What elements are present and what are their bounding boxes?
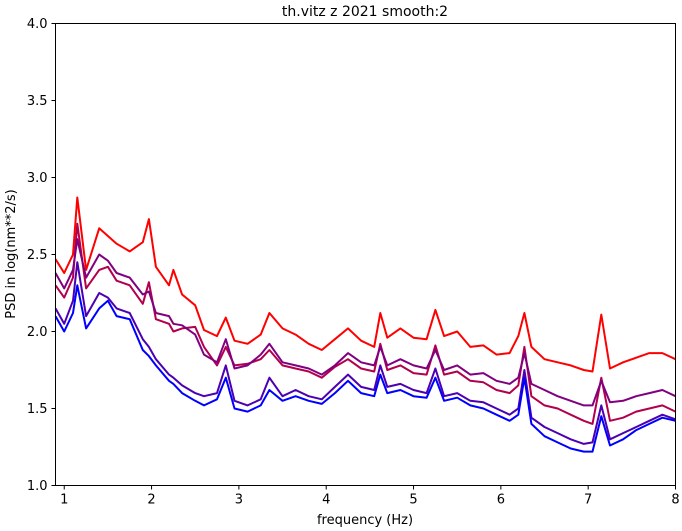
series-line-4 — [54, 261, 676, 445]
series-layer — [54, 196, 676, 453]
y-tick-label: 3.5 — [27, 94, 48, 109]
chart-title: th.vitz z 2021 smooth:2 — [282, 4, 448, 20]
y-tick-label: 2.5 — [27, 248, 48, 263]
x-axis-label: frequency (Hz) — [317, 513, 413, 528]
series-line-5 — [54, 284, 676, 453]
y-tick-label: 2.0 — [27, 325, 48, 340]
x-tick-label: 4 — [322, 493, 330, 508]
y-axis-label: PSD in log(nm**2/s) — [4, 189, 19, 319]
x-tick-label: 1 — [60, 493, 68, 508]
y-tick-label: 1.5 — [27, 402, 48, 417]
x-tick-label: 6 — [497, 493, 505, 508]
x-tick-label: 7 — [584, 493, 592, 508]
y-tick-label: 1.0 — [27, 479, 48, 494]
y-tick-label: 4.0 — [27, 17, 48, 32]
x-tick-label: 5 — [409, 493, 417, 508]
series-line-3 — [54, 238, 676, 407]
x-tick-label: 3 — [235, 493, 243, 508]
y-axis: 1.0 1.5 2.0 2.5 3.0 3.5 4.0 — [27, 17, 56, 494]
series-line-1 — [54, 196, 676, 373]
y-tick-label: 3.0 — [27, 171, 48, 186]
x-tick-label: 8 — [671, 493, 679, 508]
x-axis: 1 2 3 4 5 6 7 8 — [60, 485, 680, 508]
x-tick-label: 2 — [147, 493, 155, 508]
